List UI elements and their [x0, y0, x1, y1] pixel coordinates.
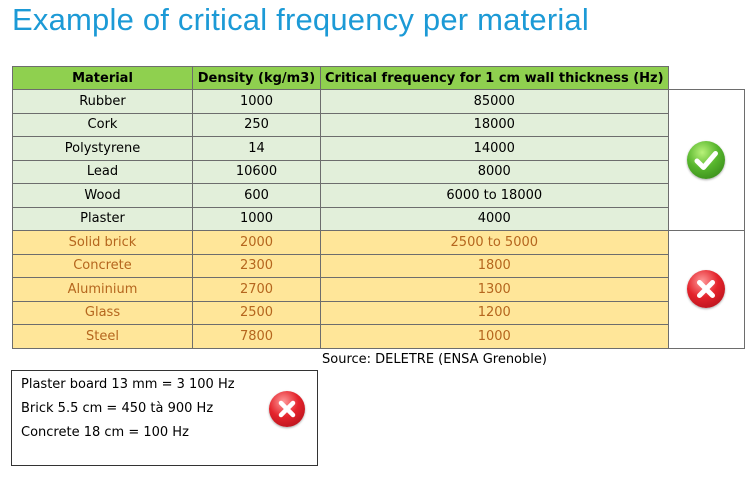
table-row: Concrete 2300 1800 [12, 253, 745, 278]
table-row: Glass 2500 1200 [12, 300, 745, 325]
source-citation: Source: DELETRE (ENSA Grenoble) [322, 352, 547, 367]
density-cell: 14 [192, 136, 321, 161]
density-cell: 2300 [192, 253, 321, 278]
material-cell: Lead [12, 159, 193, 184]
density-cell: 600 [192, 183, 321, 208]
good-icon-cell [667, 89, 745, 231]
frequency-cell: 18000 [320, 112, 669, 137]
table-row: Steel 7800 1000 [12, 324, 745, 349]
material-cell: Solid brick [12, 230, 193, 255]
frequency-cell: 2500 to 5000 [320, 230, 669, 255]
table-row: Polystyrene 14 14000 [12, 136, 745, 161]
material-cell: Glass [12, 300, 193, 325]
material-cell: Concrete [12, 253, 193, 278]
material-cell: Polystyrene [12, 136, 193, 161]
table-row: Lead 10600 8000 [12, 159, 745, 184]
bad-icon-cell [667, 230, 745, 349]
table-row: Rubber 1000 85000 [12, 89, 745, 231]
table-row: Aluminium 2700 1300 [12, 277, 745, 302]
table-row: Cork 250 18000 [12, 112, 745, 137]
density-cell: 10600 [192, 159, 321, 184]
header-material: Material [12, 66, 193, 90]
frequency-cell: 1800 [320, 253, 669, 278]
material-cell: Steel [12, 324, 193, 349]
material-cell: Cork [12, 112, 193, 137]
material-cell: Plaster [12, 206, 193, 231]
material-cell: Wood [12, 183, 193, 208]
density-cell: 2000 [192, 230, 321, 255]
density-cell: 1000 [192, 206, 321, 231]
table-row: Wood 600 6000 to 18000 [12, 183, 745, 208]
material-cell: Aluminium [12, 277, 193, 302]
frequency-cell: 8000 [320, 159, 669, 184]
table-header-row: Material Density (kg/m3) Critical freque… [12, 66, 745, 90]
header-critical-frequency: Critical frequency for 1 cm wall thickne… [320, 66, 669, 90]
density-cell: 2700 [192, 277, 321, 302]
frequency-cell: 4000 [320, 206, 669, 231]
frequency-cell: 1000 [320, 324, 669, 349]
note-line: Brick 5.5 cm = 450 tà 900 Hz [21, 401, 214, 416]
cross-icon [269, 391, 305, 427]
note-line: Plaster board 13 mm = 3 100 Hz [21, 377, 235, 392]
frequency-cell: 1300 [320, 277, 669, 302]
density-cell: 1000 [192, 89, 321, 114]
density-cell: 7800 [192, 324, 321, 349]
examples-note-box: Plaster board 13 mm = 3 100 Hz Brick 5.5… [11, 370, 318, 466]
frequency-cell: 6000 to 18000 [320, 183, 669, 208]
table-row: Plaster 1000 4000 [12, 206, 745, 231]
header-empty [667, 66, 745, 90]
critical-frequency-table: Material Density (kg/m3) Critical freque… [12, 66, 745, 349]
frequency-cell: 85000 [320, 89, 669, 114]
density-cell: 250 [192, 112, 321, 137]
frequency-cell: 1200 [320, 300, 669, 325]
density-cell: 2500 [192, 300, 321, 325]
cross-icon [687, 270, 726, 309]
note-line: Concrete 18 cm = 100 Hz [21, 425, 189, 440]
header-density: Density (kg/m3) [192, 66, 321, 90]
material-cell: Rubber [12, 89, 193, 114]
table-row: Solid brick 2000 2500 to 5000 [12, 230, 745, 349]
check-icon [687, 141, 726, 179]
page-title: Example of critical frequency per materi… [12, 2, 589, 37]
frequency-cell: 14000 [320, 136, 669, 161]
